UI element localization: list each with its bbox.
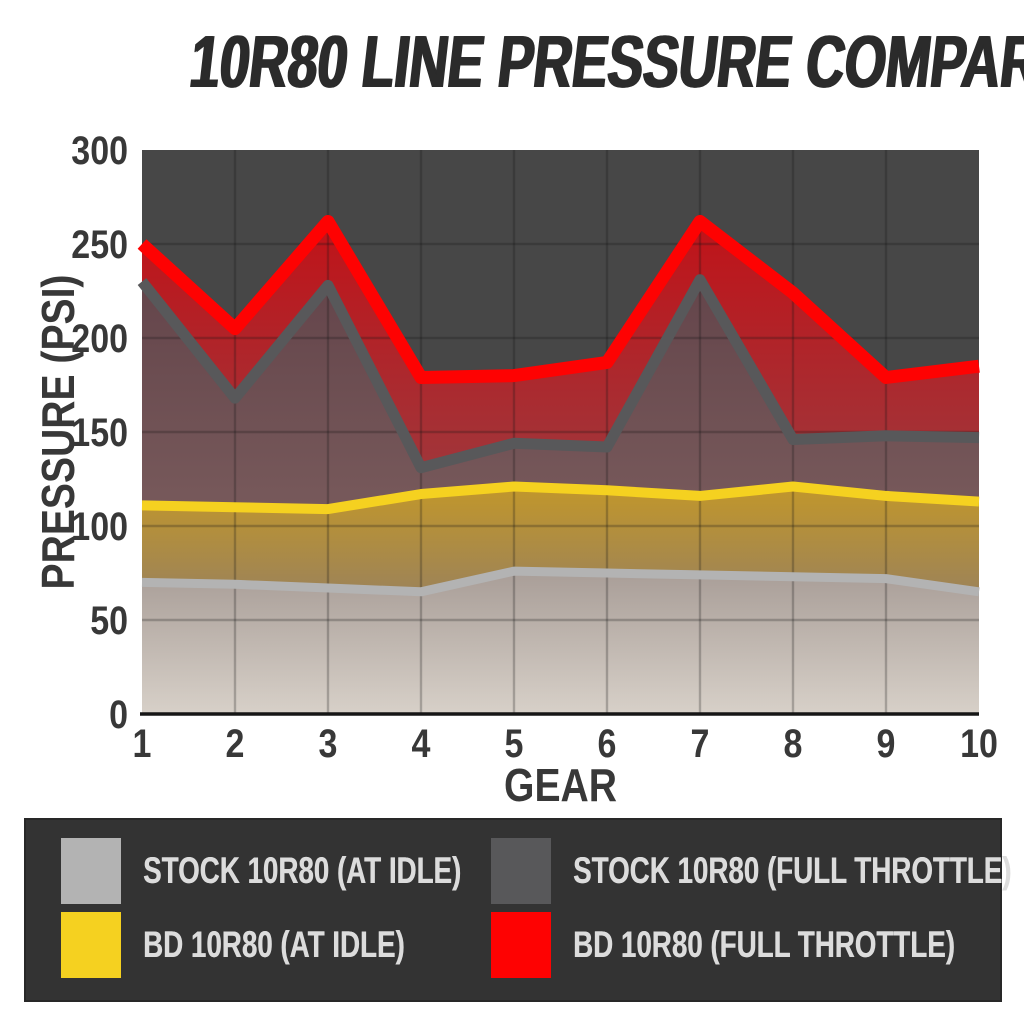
y-tick-label: 250: [71, 221, 128, 266]
x-tick-label: 8: [784, 720, 803, 765]
y-tick-label: 100: [71, 503, 128, 548]
y-tick-label: 300: [71, 127, 128, 172]
legend: STOCK 10R80 (AT IDLE) STOCK 10R80 (FULL …: [24, 818, 1011, 1002]
legend-item-bd-idle: BD 10R80 (AT IDLE): [61, 912, 492, 978]
legend-label-bd-idle: BD 10R80 (AT IDLE): [143, 924, 405, 965]
x-tick-label: 5: [505, 720, 524, 765]
x-tick-label: 2: [226, 720, 245, 765]
x-tick-label: 3: [319, 720, 338, 765]
y-tick-label: 0: [109, 691, 128, 736]
legend-item-stock-full-throttle: STOCK 10R80 (FULL THROTTLE): [491, 838, 1024, 904]
x-tick-label: 1: [133, 720, 152, 765]
x-tick-label: 9: [877, 720, 896, 765]
series-line-stock_full: [137, 274, 980, 474]
x-tick-label: 6: [598, 720, 617, 765]
series-line-bd_idle: [141, 481, 980, 515]
y-tick-label: 200: [71, 315, 128, 360]
y-tick-label: 150: [71, 409, 128, 454]
legend-item-bd-full-throttle: BD 10R80 (FULL THROTTLE): [491, 912, 1024, 978]
x-tick-label: 10: [960, 720, 998, 765]
legend-label-bd-full-throttle: BD 10R80 (FULL THROTTLE): [573, 924, 955, 965]
series-line-bd_full: [137, 214, 980, 384]
series-area-stock_idle: [142, 571, 979, 714]
x-axis-title: GEAR: [504, 760, 617, 812]
legend-label-stock-idle: STOCK 10R80 (AT IDLE): [143, 850, 462, 891]
legend-swatch-bd-idle: [61, 912, 121, 978]
x-tick-label: 7: [691, 720, 710, 765]
series-line-stock_idle: [141, 566, 980, 597]
legend-label-stock-full-throttle: STOCK 10R80 (FULL THROTTLE): [573, 850, 1012, 891]
legend-swatch-stock-full-throttle: [491, 838, 551, 904]
legend-item-stock-idle: STOCK 10R80 (AT IDLE): [61, 838, 567, 904]
pressure-comparison-chart: 0 50 100 150 200 250 300 1 2 3 4 5 6 7 8 9 10 GEAR PRESSUR…: [33, 127, 998, 812]
y-axis-title: PRESSURE (PSI): [33, 275, 85, 590]
legend-swatch-bd-full-throttle: [491, 912, 551, 978]
y-tick-label: 50: [90, 597, 128, 642]
legend-swatch-stock-idle: [61, 838, 121, 904]
x-tick-label: 4: [412, 720, 431, 765]
